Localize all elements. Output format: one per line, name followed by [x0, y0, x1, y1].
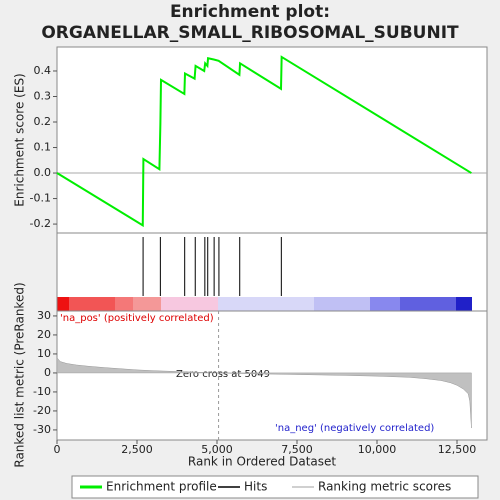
zero-cross-label: Zero cross at 5049: [176, 369, 270, 380]
panel-frames: [56, 46, 488, 441]
x-tick-label: 7,500: [281, 443, 313, 456]
y-tick-label: 0.1: [34, 141, 52, 154]
metric-area: [56, 357, 472, 429]
legend: [71, 475, 479, 499]
neg-label: 'na_neg' (negatively correlated): [275, 423, 434, 434]
y-tick-label: -0.1: [30, 192, 51, 205]
y-tick-label: 0: [44, 366, 51, 379]
x-tick-label: 5,000: [201, 443, 233, 456]
color-bar: [57, 297, 472, 311]
x-axis-label: Rank in Ordered Dataset: [188, 455, 336, 469]
legend-label: Enrichment profile: [106, 480, 217, 494]
x-tick-label: 12,500: [438, 443, 477, 456]
y-tick-label: -10: [33, 385, 51, 398]
x-tick-label: 2,500: [121, 443, 153, 456]
y-tick-label: 0.3: [34, 89, 52, 102]
y-tick-label: -0.2: [30, 217, 51, 230]
y-tick-label: 0.2: [34, 115, 52, 128]
y-tick-label: -20: [33, 404, 51, 417]
y-axis-label: Ranked list metric (PreRanked): [13, 282, 27, 467]
chart-title: Enrichment plot:: [170, 2, 330, 22]
y-axis-label: Enrichment score (ES): [13, 73, 27, 206]
pos-label: 'na_pos' (positively correlated): [60, 313, 214, 324]
y-tick-label: 0.4: [34, 64, 52, 77]
y-tick-label: -30: [33, 423, 51, 436]
legend-label: Ranking metric scores: [318, 480, 451, 494]
y-tick-label: 30: [37, 309, 51, 322]
chart-subtitle: ORGANELLAR_SMALL_RIBOSOMAL_SUBUNIT: [41, 23, 459, 43]
es-line: [56, 55, 472, 228]
y-tick-label: 0.0: [34, 166, 52, 179]
x-tick-label: 10,000: [358, 443, 397, 456]
y-tick-label: 20: [37, 328, 51, 341]
x-tick-label: 0: [54, 443, 61, 456]
plot-background: [57, 47, 487, 440]
legend-label: Hits: [244, 480, 267, 494]
y-tick-label: 10: [37, 347, 51, 360]
